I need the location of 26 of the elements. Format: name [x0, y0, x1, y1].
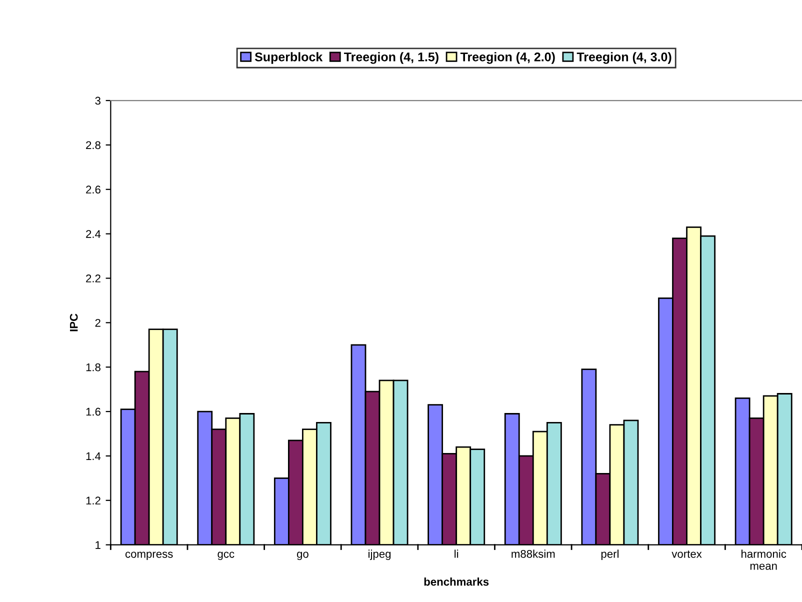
y-tick-label: 2: [95, 318, 100, 327]
x-tick-label: compress: [125, 552, 173, 560]
y-tick-label: 1.8: [86, 363, 100, 372]
x-axis-title: benchmarks: [424, 578, 489, 586]
legend-label: Treegion (4, 2.0): [460, 52, 555, 64]
y-tick-label: 3: [95, 96, 100, 105]
y-tick-label: 1.6: [86, 408, 100, 416]
x-tick-label: perl: [601, 550, 618, 560]
y-tick-label: 2.8: [86, 141, 100, 150]
y-tick-label: 1.4: [86, 452, 101, 460]
legend-label: Treegion (4, 1.5): [344, 52, 438, 64]
y-tick-label: 2.2: [86, 274, 100, 282]
x-tick-label: m88ksim: [512, 550, 555, 558]
x-tick-label: vortex: [672, 550, 702, 558]
x-tick-label: harmonic mean: [742, 550, 786, 570]
legend-label: Superblock: [254, 52, 323, 64]
y-tick-label: 2.4: [86, 230, 101, 238]
x-tick-label: ijpeg: [368, 550, 391, 560]
x-tick-label: gcc: [218, 552, 234, 560]
x-tick-label: li: [454, 550, 458, 558]
y-axis-title: IPC: [70, 314, 78, 332]
y-tick-label: 1.2: [86, 496, 100, 504]
y-tick-label: 2.6: [86, 186, 100, 194]
x-tick-label: go: [297, 552, 308, 560]
y-tick-label: 1: [96, 541, 100, 549]
legend-label: Treegion (4, 3.0): [576, 52, 672, 64]
